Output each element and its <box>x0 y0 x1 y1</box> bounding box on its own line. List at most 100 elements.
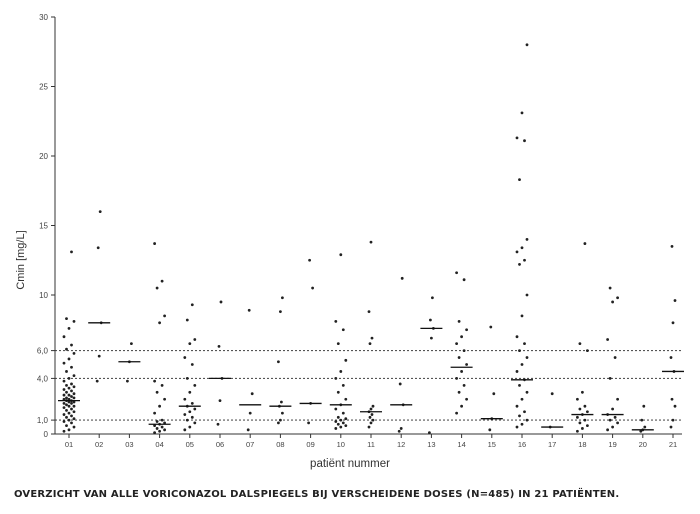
data-point <box>158 429 162 433</box>
data-point <box>193 338 197 341</box>
data-point <box>613 415 617 419</box>
data-point <box>72 351 76 355</box>
data-point <box>611 407 614 411</box>
data-point <box>158 404 162 408</box>
data-point <box>643 425 647 429</box>
x-tick-label: 04 <box>155 440 163 449</box>
data-point <box>98 210 102 214</box>
data-point <box>639 429 643 433</box>
data-point <box>583 242 587 245</box>
x-tick-label: 15 <box>488 440 496 449</box>
data-point <box>247 308 251 312</box>
y-tick-label: 25 <box>39 83 48 92</box>
data-point <box>489 325 493 329</box>
data-point <box>457 390 461 394</box>
data-point <box>72 396 76 400</box>
x-tick-label: 12 <box>397 440 405 449</box>
data-point <box>219 300 223 304</box>
data-point <box>339 253 343 257</box>
data-point <box>616 421 619 425</box>
data-point <box>525 356 529 359</box>
data-point <box>515 136 519 140</box>
data-point <box>336 342 340 346</box>
data-point <box>586 410 589 414</box>
data-point <box>370 336 374 340</box>
data-point <box>367 310 371 314</box>
data-point <box>460 404 463 408</box>
data-point <box>518 178 521 182</box>
data-point <box>153 424 157 428</box>
data-point <box>62 429 66 433</box>
data-point <box>369 407 373 411</box>
data-point <box>188 425 192 429</box>
data-point <box>339 418 343 422</box>
data-point <box>400 276 404 280</box>
data-point <box>62 397 66 401</box>
data-point <box>525 43 529 47</box>
data-point <box>344 397 348 401</box>
data-point <box>455 377 458 380</box>
data-point <box>525 390 529 394</box>
data-point <box>515 335 519 339</box>
data-point <box>155 390 159 394</box>
data-point <box>341 328 345 332</box>
y-tick-label: 1,0 <box>37 416 49 425</box>
x-tick-label: 09 <box>306 440 314 449</box>
data-point <box>65 424 68 428</box>
y-tick-label: 10 <box>39 291 48 300</box>
data-point <box>155 427 159 430</box>
data-point <box>586 424 589 428</box>
y-tick-label: 15 <box>39 222 48 231</box>
data-point <box>67 418 71 422</box>
data-point <box>185 377 189 380</box>
data-point <box>457 320 461 323</box>
data-point <box>62 335 66 339</box>
x-tick-label: 05 <box>186 440 194 449</box>
data-point <box>339 370 343 373</box>
data-point <box>525 238 529 241</box>
data-point <box>520 397 524 401</box>
data-point <box>399 427 403 430</box>
data-point <box>62 388 66 391</box>
data-point <box>67 411 71 415</box>
data-point <box>429 318 432 322</box>
data-point <box>280 400 283 404</box>
axes <box>51 16 682 438</box>
y-tick-label: 20 <box>39 152 48 161</box>
data-point <box>183 397 187 401</box>
data-point <box>163 421 167 425</box>
data-point <box>188 342 192 346</box>
data-point <box>250 392 254 396</box>
x-tick-label: 21 <box>669 440 677 449</box>
data-point <box>70 402 73 405</box>
data-point <box>153 379 157 383</box>
data-point <box>311 286 314 290</box>
data-point <box>462 278 466 282</box>
data-point <box>160 425 164 429</box>
data-point <box>216 422 220 426</box>
data-point <box>67 386 71 390</box>
data-point <box>279 418 282 422</box>
data-point <box>190 363 194 366</box>
data-point <box>67 428 71 432</box>
x-tick-label: 10 <box>337 440 345 449</box>
data-point <box>576 397 579 401</box>
tick-labels: 0 1,0 4,0 6,0 10 15 20 25 30 01 02 03 04 05 06 07 08 09 10… <box>37 13 677 449</box>
data-point <box>190 303 194 307</box>
data-point <box>465 363 468 366</box>
data-point <box>67 393 71 397</box>
data-point <box>523 410 526 414</box>
data-point <box>155 286 159 290</box>
data-point <box>460 370 463 373</box>
data-point <box>341 383 345 387</box>
data-point <box>65 370 68 373</box>
data-point <box>515 404 519 408</box>
x-tick-label: 03 <box>125 440 133 449</box>
data-point <box>160 418 164 422</box>
y-axis-title: Cmin [mg/L] <box>15 230 27 290</box>
data-point <box>70 395 73 398</box>
data-point <box>608 286 612 290</box>
data-point <box>72 404 76 408</box>
data-point <box>188 390 192 394</box>
data-point <box>70 389 73 393</box>
